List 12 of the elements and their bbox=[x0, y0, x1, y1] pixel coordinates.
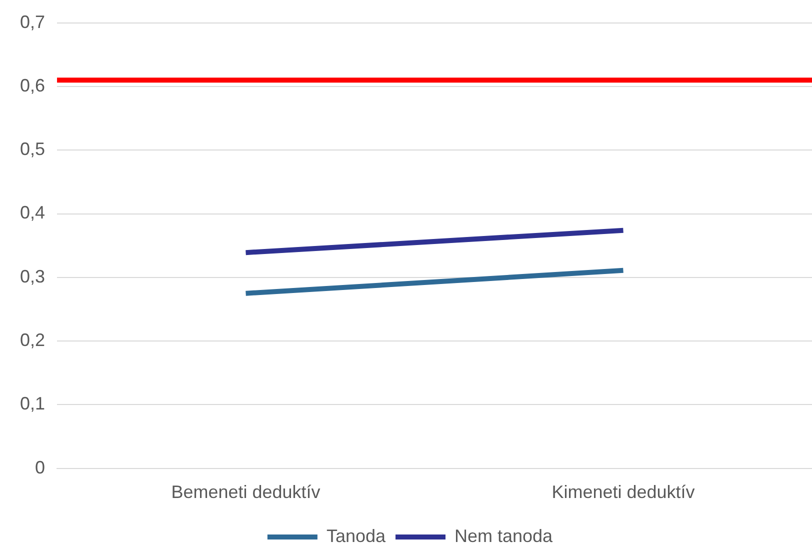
legend-label: Tanoda bbox=[326, 526, 386, 546]
x-tick-label: Kimeneti deduktív bbox=[552, 482, 695, 502]
legend-label: Nem tanoda bbox=[454, 526, 554, 546]
y-tick-label: 0,6 bbox=[20, 75, 46, 96]
y-tick-label: 0 bbox=[35, 457, 46, 478]
y-tick-label: 0,5 bbox=[20, 139, 46, 160]
x-tick-label: Bemeneti deduktív bbox=[171, 482, 320, 502]
y-tick-label: 0,2 bbox=[20, 330, 46, 350]
y-tick-label: 0,7 bbox=[20, 12, 46, 32]
y-tick-label: 0,3 bbox=[20, 266, 46, 286]
y-tick-label: 0,4 bbox=[20, 202, 46, 223]
y-tick-label: 0,1 bbox=[20, 394, 46, 414]
